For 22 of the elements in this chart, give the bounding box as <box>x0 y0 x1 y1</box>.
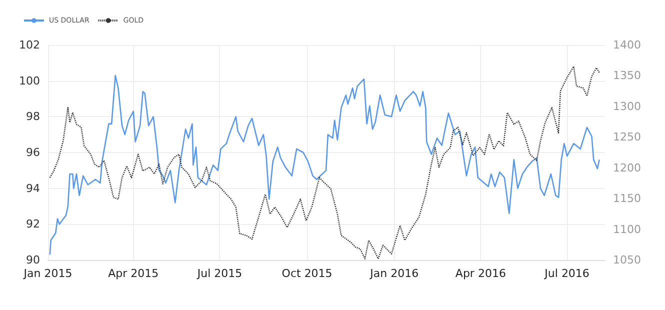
x-tick-label: Jul 2015 <box>196 267 242 280</box>
y2-tick-label: 1400 <box>613 38 641 52</box>
x-tick-label: Apr 2016 <box>455 267 506 280</box>
y2-tick-label: 1150 <box>613 192 641 206</box>
y2-tick-label: 1100 <box>613 222 641 236</box>
y2-tick-label: 1200 <box>613 161 641 174</box>
x-tick-label: Jan 2016 <box>369 267 419 280</box>
y-tick-label: 92 <box>26 218 40 231</box>
y-tick-label: 98 <box>26 110 40 124</box>
x-tick-label: Oct 2015 <box>282 267 332 280</box>
x-tick-label: Jul 2016 <box>544 267 590 280</box>
y-tick-label: 90 <box>26 254 40 266</box>
y-tick-label: 102 <box>19 38 40 52</box>
x-tick-label: Jan 2015 <box>22 267 72 280</box>
y2-tick-label: 1250 <box>613 130 641 144</box>
y-tick-label: 94 <box>26 182 40 195</box>
y-tick-label: 96 <box>26 146 40 159</box>
x-tick-label: Apr 2015 <box>108 267 159 280</box>
y2-tick-label: 1050 <box>613 254 641 266</box>
y-tick-label: 100 <box>19 74 40 88</box>
y2-tick-label: 1350 <box>613 69 641 82</box>
y2-tick-label: 1300 <box>613 100 641 113</box>
